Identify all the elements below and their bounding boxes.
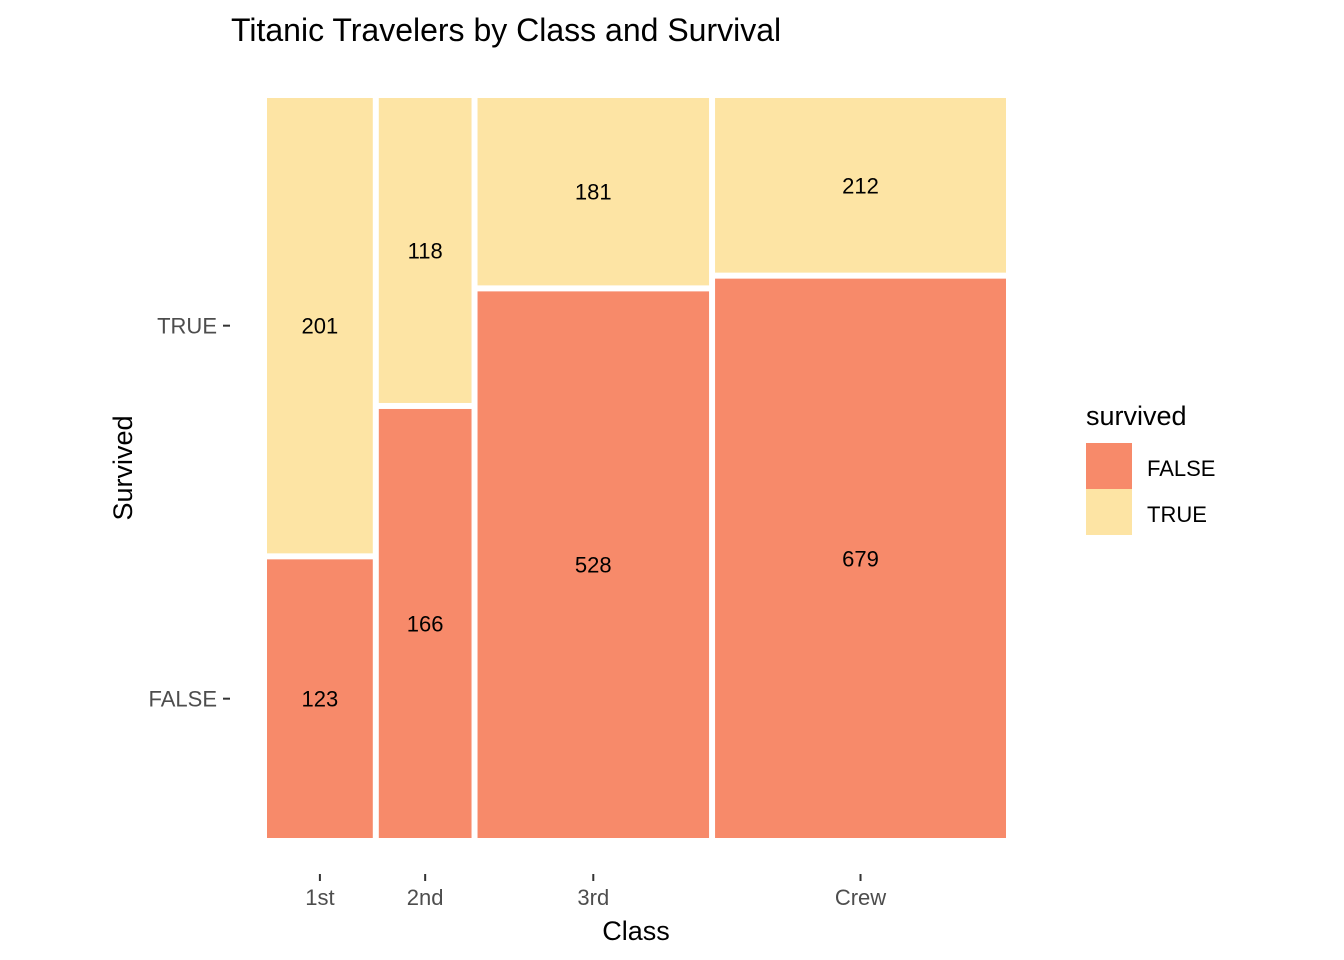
cell-label-1st-true: 201 [302, 314, 339, 339]
cell-label-crew-true: 212 [842, 173, 879, 198]
cell-2nd-false [378, 408, 472, 838]
legend-swatch-false [1086, 443, 1132, 489]
cell-crew-true [715, 98, 1006, 273]
cell-3rd-true [477, 98, 710, 286]
cell-crew-false [715, 278, 1006, 838]
cell-label-1st-false: 123 [302, 687, 339, 712]
y-tick-label-true: TRUE [157, 314, 217, 339]
cell-label-3rd-true: 181 [575, 180, 612, 205]
cell-label-2nd-false: 166 [407, 611, 444, 636]
x-axis-title: Class [602, 916, 670, 946]
cell-2nd-true [378, 98, 472, 403]
x-tick-label-3rd: 3rd [577, 885, 609, 910]
x-tick-label-1st: 1st [305, 885, 334, 910]
legend-swatch-true [1086, 489, 1132, 535]
chart-title: Titanic Travelers by Class and Survival [231, 12, 781, 48]
cell-1st-true [267, 98, 373, 554]
cell-label-2nd-true: 118 [408, 238, 443, 263]
x-tick-label-2nd: 2nd [407, 885, 444, 910]
cell-3rd-false [477, 291, 710, 839]
cell-labels: 201 123 118 166 181 528 212 679 [302, 173, 879, 711]
y-tick-label-false: FALSE [149, 687, 217, 712]
legend-title: survived [1086, 401, 1187, 431]
legend-label-false: FALSE [1147, 456, 1215, 481]
legend: survived FALSE TRUE [1086, 401, 1215, 535]
y-axis: TRUE FALSE [149, 314, 230, 712]
legend-label-true: TRUE [1147, 502, 1207, 527]
y-axis-title: Survived [108, 415, 138, 520]
x-tick-label-crew: Crew [835, 885, 886, 910]
cell-label-3rd-false: 528 [575, 553, 612, 578]
mosaic-cells [267, 98, 1006, 839]
cell-1st-false [267, 559, 373, 838]
cell-label-crew-false: 679 [842, 546, 879, 571]
x-axis: 1st 2nd 3rd Crew [305, 874, 886, 910]
